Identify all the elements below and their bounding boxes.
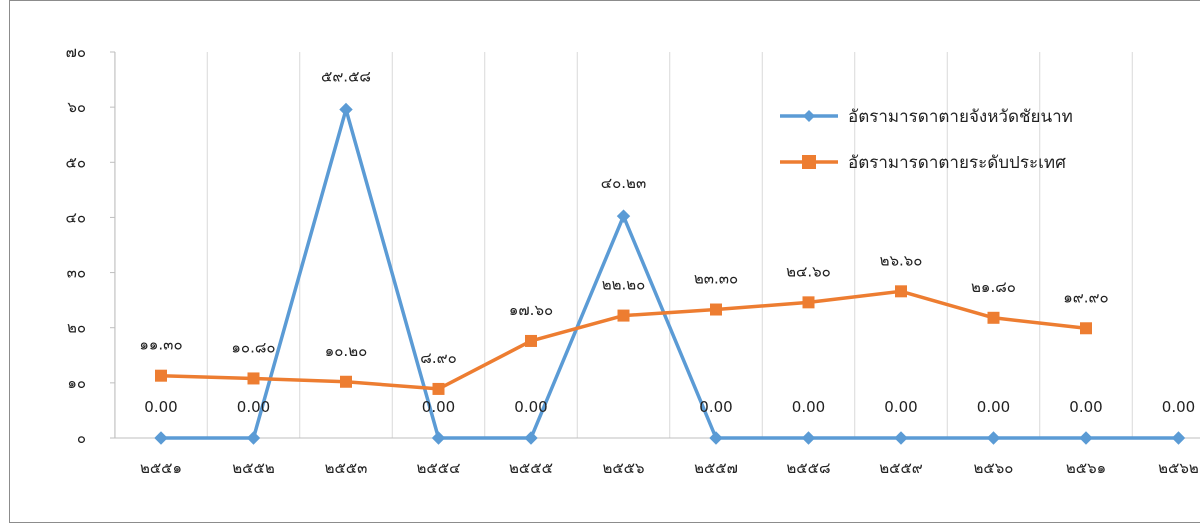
x-tick-label: ๒๕๕๘ (786, 459, 830, 477)
y-tick-label: ๔๐ (65, 208, 86, 226)
x-tick-label: ๒๕๖๐ (974, 459, 1014, 477)
data-label: 0.00 (144, 398, 177, 416)
data-label: ๘.๙๐ (420, 349, 456, 367)
x-tick-label: ๒๕๖๑ (1066, 459, 1106, 477)
data-label: ๑๐.๘๐ (231, 338, 275, 356)
data-label: 0.00 (1162, 398, 1195, 416)
data-label: ๔๐.๒๓ (601, 174, 646, 192)
x-tick-label: ๒๕๕๔ (417, 459, 461, 477)
data-label: 0.00 (792, 398, 825, 416)
y-tick-label: ๖๐ (67, 98, 86, 116)
x-tick-label: ๒๕๕๓ (325, 459, 368, 477)
data-point-square (1080, 322, 1092, 334)
data-label: ๑๑.๓๐ (139, 336, 182, 354)
y-tick-label: ๐ (77, 429, 86, 447)
data-point-square (155, 370, 167, 382)
data-label: 0.00 (1069, 398, 1102, 416)
data-point-square (803, 296, 815, 308)
x-tick-label: ๒๕๕๙ (879, 459, 923, 477)
data-point-square (340, 376, 352, 388)
y-tick-label: ๑๐ (67, 374, 86, 392)
data-label: ๕๙.๕๘ (321, 67, 371, 85)
data-label: 0.00 (237, 398, 270, 416)
x-tick-label: ๒๕๖๒ (1158, 459, 1199, 477)
data-point-square (895, 285, 907, 297)
data-label: ๒๑.๘๐ (971, 278, 1016, 296)
data-label: ๑๗.๖๐ (509, 301, 553, 319)
legend-label: อัตรามารดาตายจังหวัดชัยนาท (848, 107, 1073, 127)
data-label: ๑๙.๙๐ (1063, 288, 1108, 306)
data-point-square (525, 335, 537, 347)
data-label: ๒๓.๓๐ (694, 270, 738, 288)
data-label: ๒๒.๒๐ (602, 276, 646, 294)
data-label: 0.00 (884, 398, 917, 416)
data-label: 0.00 (514, 398, 547, 416)
x-tick-label: ๒๕๕๗ (694, 459, 738, 477)
data-label: 0.00 (977, 398, 1010, 416)
x-tick-label: ๒๕๕๒ (232, 459, 274, 477)
data-point-square (248, 372, 260, 384)
x-tick-label: ๒๕๕๕ (509, 459, 553, 477)
data-label: ๒๔.๖๐ (786, 262, 831, 280)
legend-marker-square (802, 155, 816, 169)
x-tick-label: ๒๕๕๑ (140, 459, 182, 477)
data-label: ๑๐.๒๐ (325, 342, 368, 360)
y-tick-label: ๕๐ (65, 153, 86, 171)
y-tick-label: ๓๐ (67, 264, 86, 282)
legend-label: อัตรามารดาตายระดับประเทศ (848, 153, 1066, 173)
data-point-square (710, 304, 722, 316)
data-label: 0.00 (422, 398, 455, 416)
data-point-square (988, 312, 1000, 324)
x-tick-label: ๒๕๕๖ (602, 459, 644, 477)
y-tick-label: ๒๐ (67, 319, 86, 337)
data-label: 0.00 (699, 398, 732, 416)
data-label: ๒๖.๖๐ (880, 251, 923, 269)
y-tick-label: ๗๐ (66, 43, 86, 61)
data-point-square (618, 310, 630, 322)
data-point-square (433, 383, 445, 395)
